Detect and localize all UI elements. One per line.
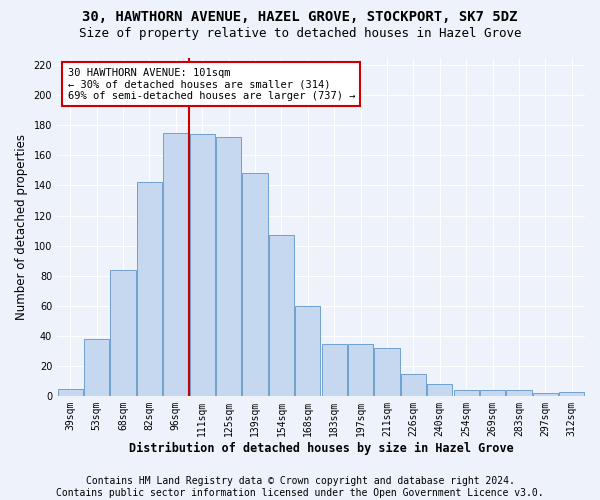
Text: 30 HAWTHORN AVENUE: 101sqm
← 30% of detached houses are smaller (314)
69% of sem: 30 HAWTHORN AVENUE: 101sqm ← 30% of deta…: [68, 68, 355, 101]
X-axis label: Distribution of detached houses by size in Hazel Grove: Distribution of detached houses by size …: [128, 442, 514, 455]
Bar: [242, 174, 268, 396]
Bar: [295, 306, 320, 396]
Bar: [58, 388, 83, 396]
Bar: [163, 133, 188, 396]
Bar: [216, 138, 241, 396]
Bar: [454, 390, 479, 396]
Bar: [322, 344, 347, 396]
Bar: [137, 182, 162, 396]
Bar: [533, 393, 558, 396]
Bar: [348, 344, 373, 396]
Bar: [374, 348, 400, 396]
Bar: [506, 390, 532, 396]
Text: 30, HAWTHORN AVENUE, HAZEL GROVE, STOCKPORT, SK7 5DZ: 30, HAWTHORN AVENUE, HAZEL GROVE, STOCKP…: [82, 10, 518, 24]
Bar: [480, 390, 505, 396]
Y-axis label: Number of detached properties: Number of detached properties: [15, 134, 28, 320]
Bar: [559, 392, 584, 396]
Bar: [84, 339, 109, 396]
Bar: [269, 235, 294, 396]
Bar: [401, 374, 426, 396]
Bar: [190, 134, 215, 396]
Bar: [110, 270, 136, 396]
Text: Contains HM Land Registry data © Crown copyright and database right 2024.
Contai: Contains HM Land Registry data © Crown c…: [56, 476, 544, 498]
Text: Size of property relative to detached houses in Hazel Grove: Size of property relative to detached ho…: [79, 28, 521, 40]
Bar: [427, 384, 452, 396]
